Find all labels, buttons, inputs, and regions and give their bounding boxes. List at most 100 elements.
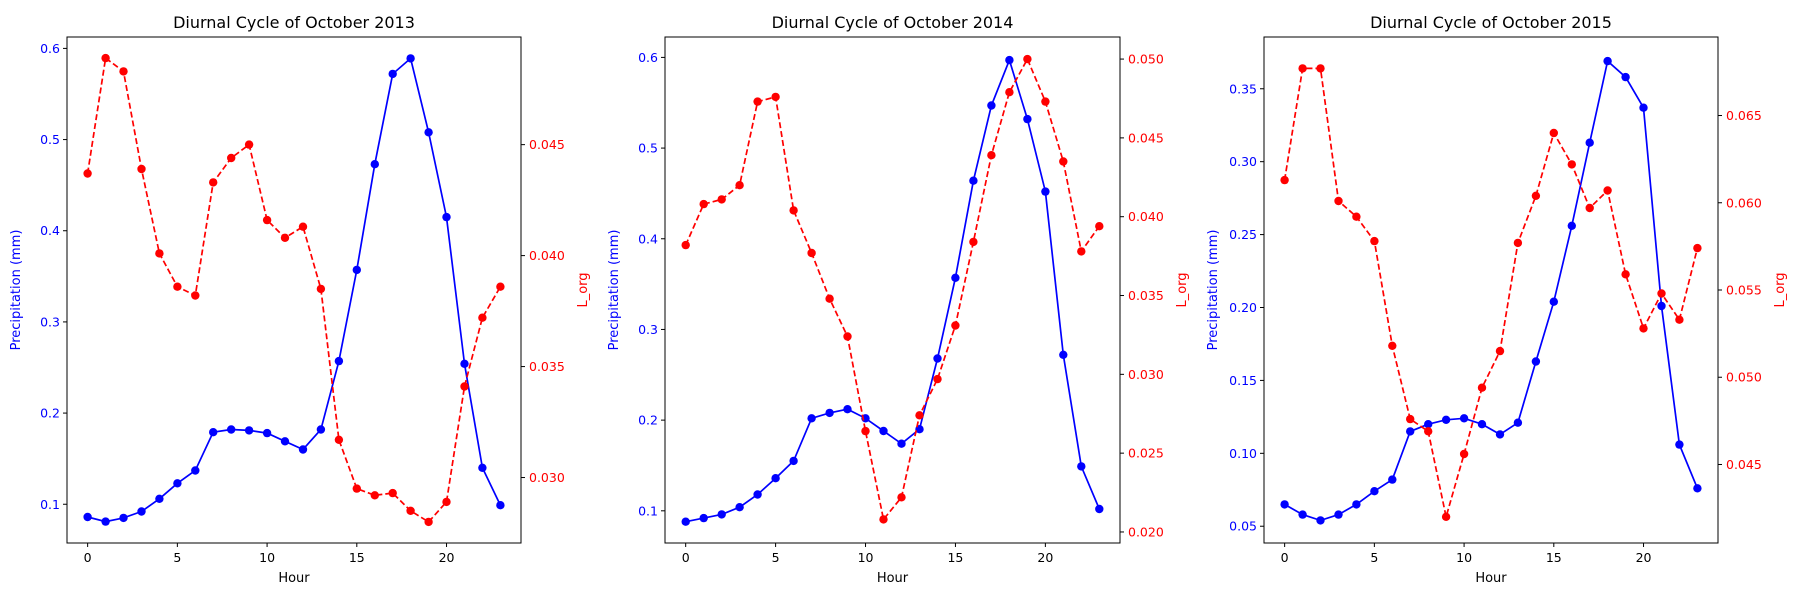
y-axis-label: Precipitation (mm) (9, 230, 24, 351)
l-org-point (1041, 97, 1050, 106)
l-org-point (496, 282, 505, 291)
precipitation-point (1023, 114, 1032, 124)
l-org-point (771, 92, 780, 102)
l-org-point (1077, 247, 1086, 256)
l-org-point (1549, 128, 1559, 138)
precipitation-point (789, 456, 798, 466)
precipitation-point (1316, 516, 1325, 525)
y-tick-label: 0.35 (1229, 81, 1257, 96)
precipitation-point (119, 513, 128, 523)
plot-frame (66, 36, 522, 544)
y-tick-label: 0.4 (40, 223, 60, 238)
precipitation-point (1513, 418, 1523, 427)
precipitation-point (280, 437, 290, 446)
l-org-point (262, 215, 272, 225)
precipitation-point (1585, 138, 1594, 147)
l-org-point (843, 332, 852, 341)
l-org-point (951, 321, 960, 330)
precipitation-point (1095, 504, 1104, 514)
l-org-point (316, 284, 326, 294)
l-org-point (424, 517, 433, 527)
x-tick-label: 10 (858, 550, 874, 565)
l-org-point (825, 294, 834, 303)
l-org-point (370, 491, 379, 500)
precipitation-point (1639, 103, 1648, 112)
l-org-point (807, 248, 816, 258)
y-axis-label: Precipitation (mm) (1206, 230, 1221, 351)
l-org-point (1459, 449, 1469, 459)
precipitation-point (1298, 510, 1307, 519)
y-tick-label: 0.10 (1229, 446, 1257, 461)
chart-title: Diurnal Cycle of October 2015 (1370, 13, 1612, 32)
y-tick-label: 0.6 (40, 41, 60, 56)
l-org-point (1424, 427, 1433, 436)
y2-tick-label: 0.040 (529, 248, 565, 263)
precipitation-point (1280, 500, 1289, 509)
y-tick-label: 0.3 (638, 322, 658, 337)
precipitation-point (1406, 427, 1415, 436)
y2-axis-label: L_org (1175, 272, 1190, 307)
l-org-point (101, 53, 110, 63)
precipitation-point (897, 439, 906, 448)
precipitation-point (825, 408, 834, 418)
precipitation-point (209, 428, 218, 437)
y2-tick-label: 0.045 (529, 137, 565, 152)
l-org-point (155, 249, 164, 258)
l-org-point (969, 237, 978, 247)
precipitation-point (1041, 187, 1050, 196)
y-tick-label: 0.25 (1229, 227, 1257, 242)
chart-title: Diurnal Cycle of October 2014 (772, 13, 1014, 32)
l-org-line (86, 56, 502, 523)
precipitation-point (334, 356, 344, 366)
plot-frame (664, 36, 1121, 544)
l-org-point (1585, 203, 1594, 213)
precipitation-point (1370, 487, 1379, 496)
precipitation-point (1388, 475, 1397, 484)
l-org-point (933, 374, 942, 384)
precipitation-point (370, 160, 379, 169)
l-org-point (1298, 64, 1307, 73)
l-org-point (298, 222, 308, 231)
y-tick-label: 0.4 (638, 231, 658, 246)
precipitation-point (753, 490, 762, 499)
y-axis-label: Precipitation (mm) (607, 230, 622, 351)
l-org-point (1675, 315, 1684, 324)
l-org-line (684, 57, 1100, 522)
precipitation-point (717, 510, 726, 519)
x-axis-label: Hour (278, 571, 310, 586)
l-org-point (406, 506, 415, 515)
l-org-point (717, 195, 726, 204)
precipitation-point (1495, 430, 1505, 439)
l-org-point (1059, 157, 1068, 166)
l-org-point (460, 382, 469, 391)
x-tick-label: 5 (173, 550, 181, 565)
l-org-point (915, 411, 924, 420)
y2-tick-label: 0.020 (1128, 524, 1164, 539)
y2-tick-label: 0.040 (1128, 209, 1164, 224)
l-org-point (173, 282, 182, 291)
precipitation-point (699, 513, 708, 523)
x-tick-label: 20 (1037, 550, 1053, 565)
precipitation-point (137, 507, 146, 516)
y-tick-label: 0.1 (638, 503, 658, 518)
y-tick-label: 0.30 (1229, 154, 1257, 169)
l-org-point (209, 178, 218, 187)
l-org-point (1567, 160, 1577, 169)
precipitation-point (1657, 301, 1666, 311)
precipitation-point (933, 354, 942, 363)
l-org-point (334, 435, 344, 444)
precipitation-point (1334, 510, 1343, 519)
precipitation-point (352, 265, 361, 275)
precipitation-point (424, 128, 433, 137)
l-org-point (478, 313, 487, 322)
y2-axis-label: L_org (576, 272, 591, 307)
l-org-line (1283, 67, 1699, 518)
precipitation-point (1059, 350, 1068, 359)
l-org-point (1023, 54, 1032, 64)
precipitation-point (1077, 462, 1086, 471)
x-tick-label: 15 (349, 550, 365, 565)
l-org-point (1495, 346, 1505, 356)
y-tick-label: 0.05 (1229, 519, 1257, 534)
precipitation-point (227, 425, 236, 434)
precipitation-point (1424, 420, 1433, 429)
